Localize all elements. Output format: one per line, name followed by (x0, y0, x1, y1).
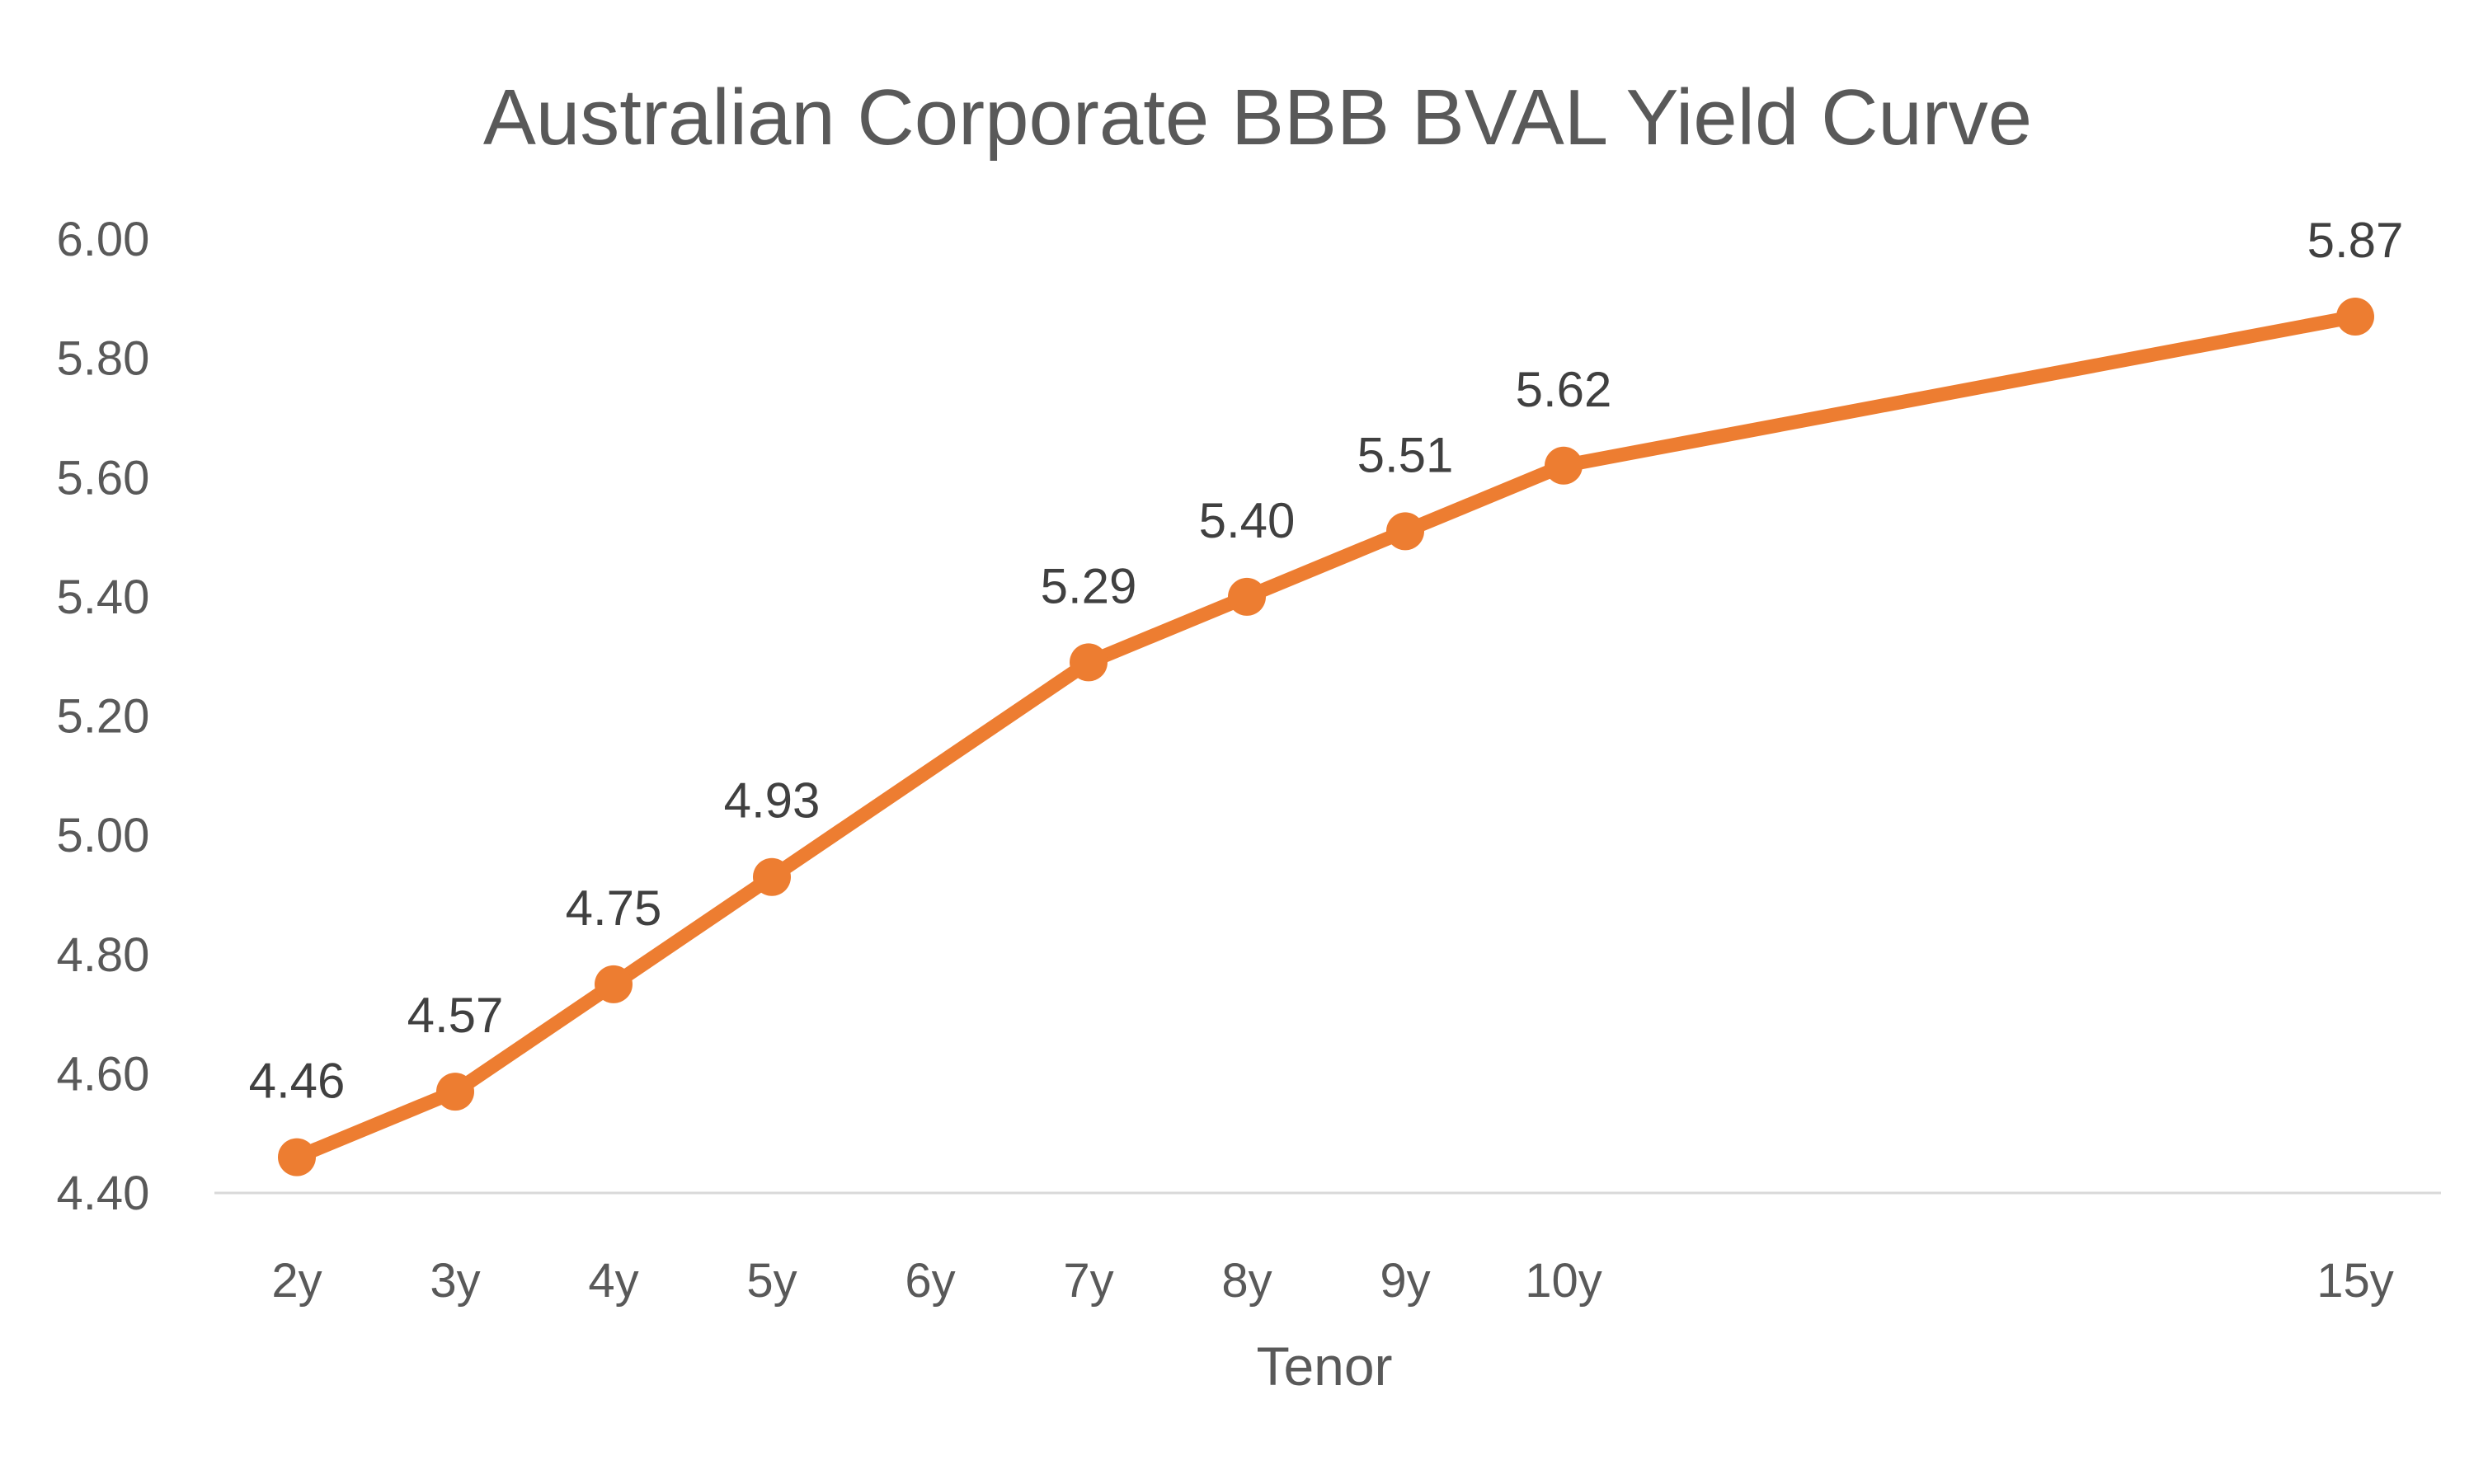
x-tick-label: 6y (905, 1254, 955, 1308)
x-tick-label: 15y (2316, 1254, 2394, 1308)
x-axis-title: Tenor (1256, 1336, 1392, 1397)
y-tick-label: 5.00 (57, 809, 150, 862)
data-point-marker (436, 1073, 474, 1111)
data-label: 4.57 (407, 988, 504, 1043)
data-point-marker (1228, 577, 1266, 616)
x-tick-label: 5y (746, 1254, 797, 1308)
x-tick-label: 2y (271, 1254, 322, 1308)
data-label: 5.87 (2307, 213, 2404, 268)
y-tick-label: 5.80 (57, 332, 150, 386)
y-tick-label: 5.20 (57, 690, 150, 744)
data-label: 5.29 (1041, 558, 1137, 613)
series-yield: 4.46 4.57 4.75 4.93 5.29 5.40 5.51 5.62 5.87 (249, 213, 2404, 1176)
x-tick-label: 3y (430, 1254, 480, 1308)
data-label: 5.51 (1357, 427, 1454, 482)
x-tick-label: 4y (588, 1254, 638, 1308)
y-tick-label: 4.60 (57, 1047, 150, 1101)
y-tick-label: 5.40 (57, 571, 150, 624)
data-label: 5.62 (1516, 362, 1612, 417)
data-label: 5.40 (1199, 493, 1296, 548)
data-point-marker (278, 1138, 316, 1176)
y-tick-label: 6.00 (57, 213, 150, 266)
data-point-marker (1545, 446, 1583, 485)
x-tick-label: 8y (1221, 1254, 1272, 1308)
x-tick-label: 10y (1525, 1254, 1602, 1308)
x-tick-label: 7y (1063, 1254, 1113, 1308)
y-tick-label: 4.40 (57, 1167, 150, 1220)
y-tick-label: 4.80 (57, 928, 150, 982)
data-point-marker (1070, 643, 1108, 682)
data-point-marker (1386, 512, 1424, 551)
y-tick-label: 5.60 (57, 451, 150, 505)
series-line (289, 309, 2363, 1165)
x-axis-tick-labels: 2y 3y 4y 5y 6y 7y 8y 9y 10y 15y (271, 1254, 2393, 1308)
data-point-marker (753, 857, 791, 896)
data-point-marker (2336, 298, 2374, 336)
y-axis-tick-labels: 4.40 4.60 4.80 5.00 5.20 5.40 5.60 5.80 6.00 (57, 213, 150, 1220)
chart-title: Australian Corporate BBB BVAL Yield Curv… (483, 73, 2032, 162)
data-point-marker (595, 965, 633, 1003)
data-label: 4.46 (249, 1054, 346, 1109)
x-tick-label: 9y (1380, 1254, 1430, 1308)
data-label: 4.93 (724, 773, 821, 829)
data-label: 4.75 (566, 881, 662, 936)
